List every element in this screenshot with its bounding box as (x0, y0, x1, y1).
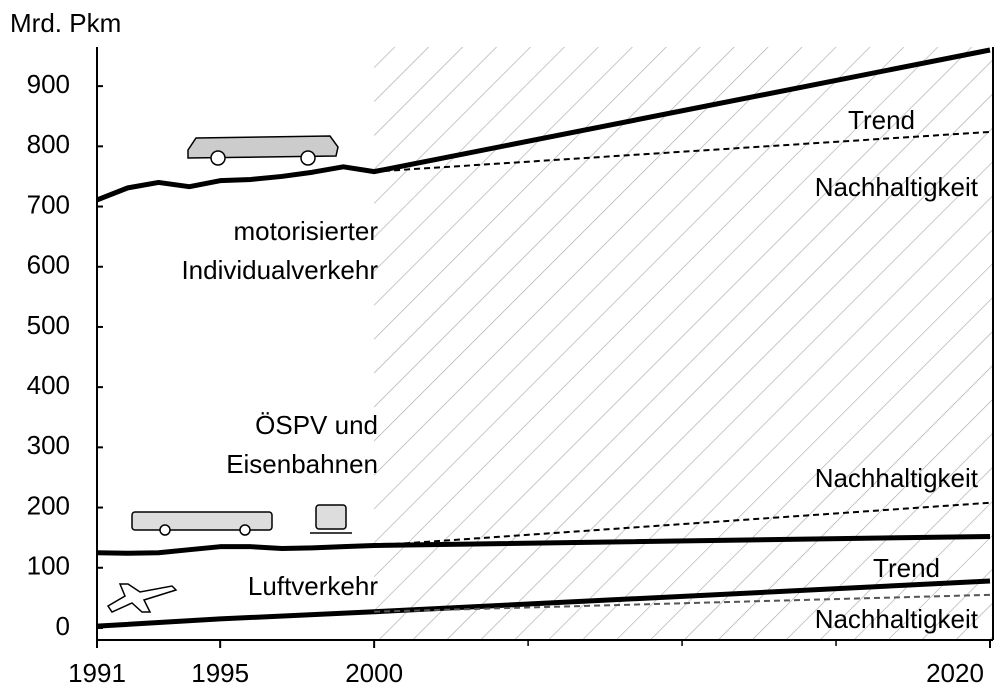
plane-icon (106, 583, 178, 613)
annotation: ÖSPV und (255, 410, 378, 440)
x-tick-label: 1995 (191, 658, 249, 688)
annotation: Trend (873, 553, 940, 583)
x-tick-label: 1991 (68, 658, 126, 688)
dashed-line (374, 501, 991, 547)
dashed-line (374, 130, 991, 173)
forecast-hatch (374, 47, 993, 640)
annotation: Luftverkehr (248, 571, 378, 601)
y-tick-label: 600 (27, 250, 70, 280)
annotation: motorisierter (234, 216, 379, 246)
annotation: Individualverkehr (181, 255, 378, 285)
train-icon (310, 504, 352, 534)
bus-icon (131, 511, 273, 536)
annotation: Nachhaltigkeit (815, 172, 979, 202)
line (96, 578, 991, 629)
annotation: Nachhaltigkeit (815, 463, 979, 493)
y-tick-label: 400 (27, 370, 70, 400)
y-tick-label: 300 (27, 430, 70, 460)
forecast-area (374, 47, 993, 640)
y-axis-label: Mrd. Pkm (10, 8, 121, 38)
y-tick-label: 500 (27, 310, 70, 340)
x-tick-label: 2020 (926, 658, 984, 688)
y-tick-label: 800 (27, 129, 70, 159)
annotation: Trend (848, 105, 915, 135)
car-icon (187, 135, 339, 166)
x-tick-label: 2000 (345, 658, 403, 688)
y-tick-label: 100 (27, 551, 70, 581)
dashed-line (374, 593, 991, 613)
line (96, 533, 991, 556)
y-tick-label: 700 (27, 189, 70, 219)
y-tick-label: 900 (27, 69, 70, 99)
y-tick-label: 0 (56, 611, 70, 641)
annotation: Nachhaltigkeit (815, 604, 979, 634)
line (96, 47, 991, 203)
y-tick-label: 200 (27, 490, 70, 520)
annotation: Eisenbahnen (226, 449, 378, 479)
